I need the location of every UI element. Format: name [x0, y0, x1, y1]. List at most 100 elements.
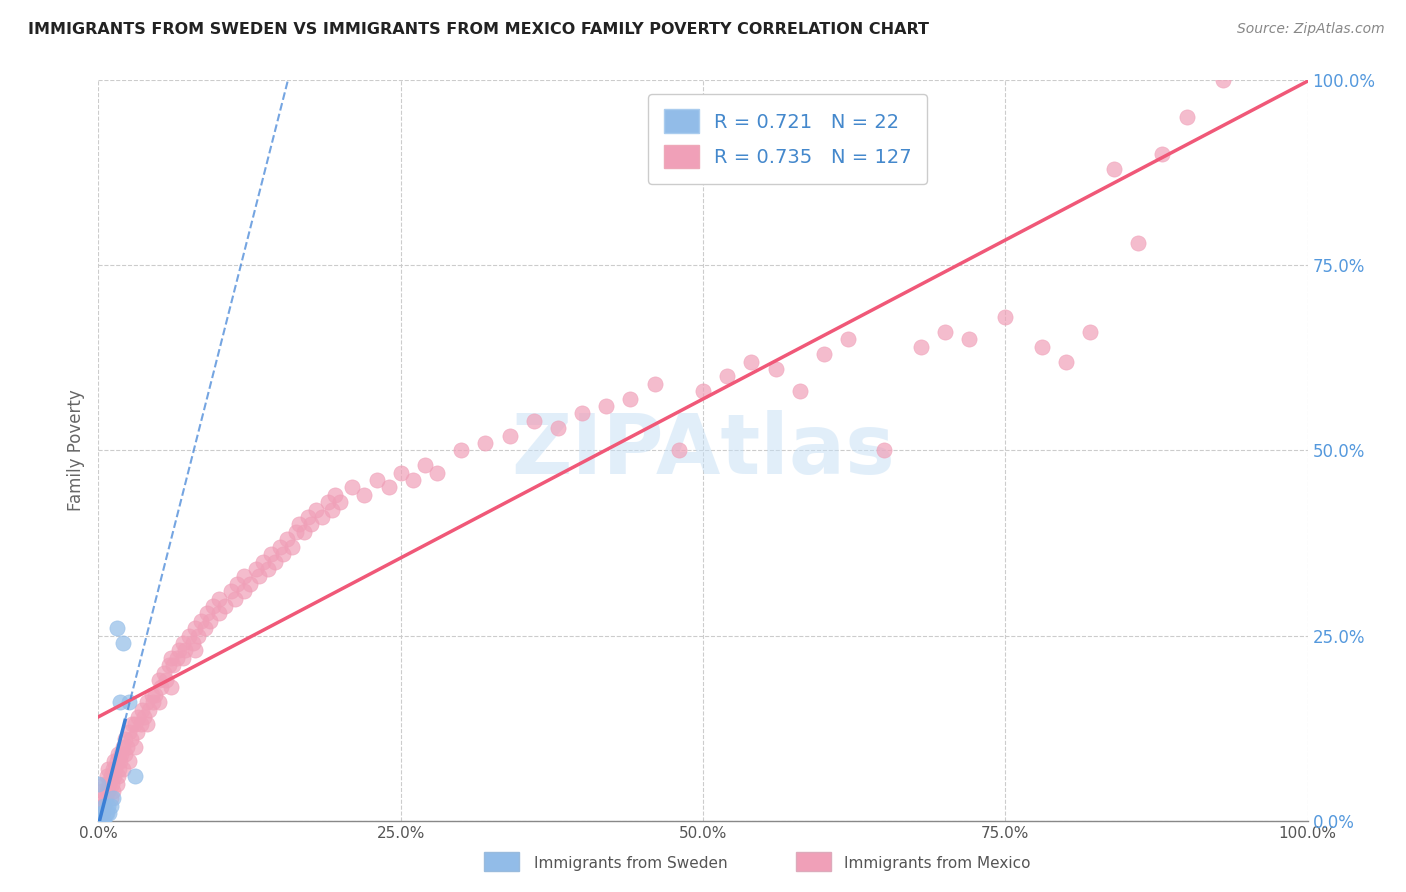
Point [114, 732, 136, 747]
Bar [796, 852, 831, 871]
Point [103, 769, 125, 783]
Text: IMMIGRANTS FROM SWEDEN VS IMMIGRANTS FROM MEXICO FAMILY POVERTY CORRELATION CHAR: IMMIGRANTS FROM SWEDEN VS IMMIGRANTS FRO… [28, 22, 929, 37]
Point [148, 673, 170, 687]
Point [256, 562, 278, 576]
Point [127, 710, 149, 724]
Point [97, 784, 120, 798]
Point [110, 747, 132, 761]
Point [181, 636, 204, 650]
Text: Source: ZipAtlas.com: Source: ZipAtlas.com [1237, 22, 1385, 37]
Point [221, 584, 243, 599]
Point [96, 784, 118, 798]
Point [311, 510, 333, 524]
Point [353, 488, 375, 502]
Point [239, 576, 262, 591]
Point [101, 762, 124, 776]
Point [118, 695, 141, 709]
Point [103, 755, 125, 769]
Point [97, 762, 120, 776]
Point [94, 806, 117, 821]
Point [87, 814, 110, 828]
Point [668, 443, 690, 458]
Point [692, 384, 714, 399]
Point [184, 643, 207, 657]
Point [97, 798, 120, 813]
Point [789, 384, 811, 399]
Point [232, 569, 254, 583]
Point [190, 614, 212, 628]
Point [1054, 354, 1077, 368]
Point [910, 340, 932, 354]
Point [523, 414, 546, 428]
Point [91, 814, 114, 828]
Point [117, 739, 139, 754]
Point [100, 776, 122, 791]
Point [91, 798, 114, 813]
Point [288, 517, 311, 532]
Point [474, 436, 496, 450]
Point [162, 658, 184, 673]
Point [118, 724, 141, 739]
Text: Immigrants from Sweden: Immigrants from Sweden [534, 856, 728, 871]
Point [96, 769, 118, 783]
Point [100, 798, 122, 813]
Point [208, 591, 231, 606]
Point [87, 776, 110, 791]
Point [107, 747, 129, 761]
Point [100, 769, 122, 783]
Y-axis label: Family Poverty: Family Poverty [66, 390, 84, 511]
Point [957, 332, 980, 346]
Point [98, 806, 121, 821]
Point [402, 473, 425, 487]
Point [172, 650, 194, 665]
Point [166, 650, 188, 665]
Point [377, 480, 399, 494]
Point [93, 798, 115, 813]
Point [135, 717, 157, 731]
Point [765, 362, 787, 376]
Point [450, 443, 472, 458]
Point [127, 724, 149, 739]
Point [1031, 340, 1053, 354]
Point [644, 376, 666, 391]
Point [366, 473, 388, 487]
Point [143, 688, 166, 702]
Point [91, 814, 114, 828]
Point [98, 776, 121, 791]
Point [1152, 147, 1174, 161]
Point [321, 502, 343, 516]
Point [389, 466, 412, 480]
Point [342, 480, 364, 494]
Point [247, 569, 270, 583]
Point [160, 650, 183, 665]
Point [329, 495, 352, 509]
Point [813, 347, 835, 361]
Point [160, 681, 183, 695]
Point [89, 814, 111, 828]
Point [208, 607, 231, 621]
Point [281, 540, 304, 554]
Point [1128, 236, 1150, 251]
Point [179, 628, 201, 642]
Point [141, 688, 163, 702]
Point [619, 392, 641, 406]
Point [108, 762, 131, 776]
Point [134, 710, 156, 724]
Point [292, 524, 315, 539]
Point [873, 443, 896, 458]
Point [269, 540, 291, 554]
Point [91, 806, 114, 821]
Point [195, 607, 218, 621]
Point [135, 695, 157, 709]
Point [273, 547, 295, 561]
Point [252, 555, 274, 569]
Point [150, 681, 173, 695]
Point [245, 562, 267, 576]
Point [316, 495, 339, 509]
Point [129, 717, 152, 731]
Point [124, 717, 146, 731]
Point [1212, 73, 1234, 87]
Point [107, 769, 129, 783]
Point [142, 695, 165, 709]
Point [96, 806, 118, 821]
